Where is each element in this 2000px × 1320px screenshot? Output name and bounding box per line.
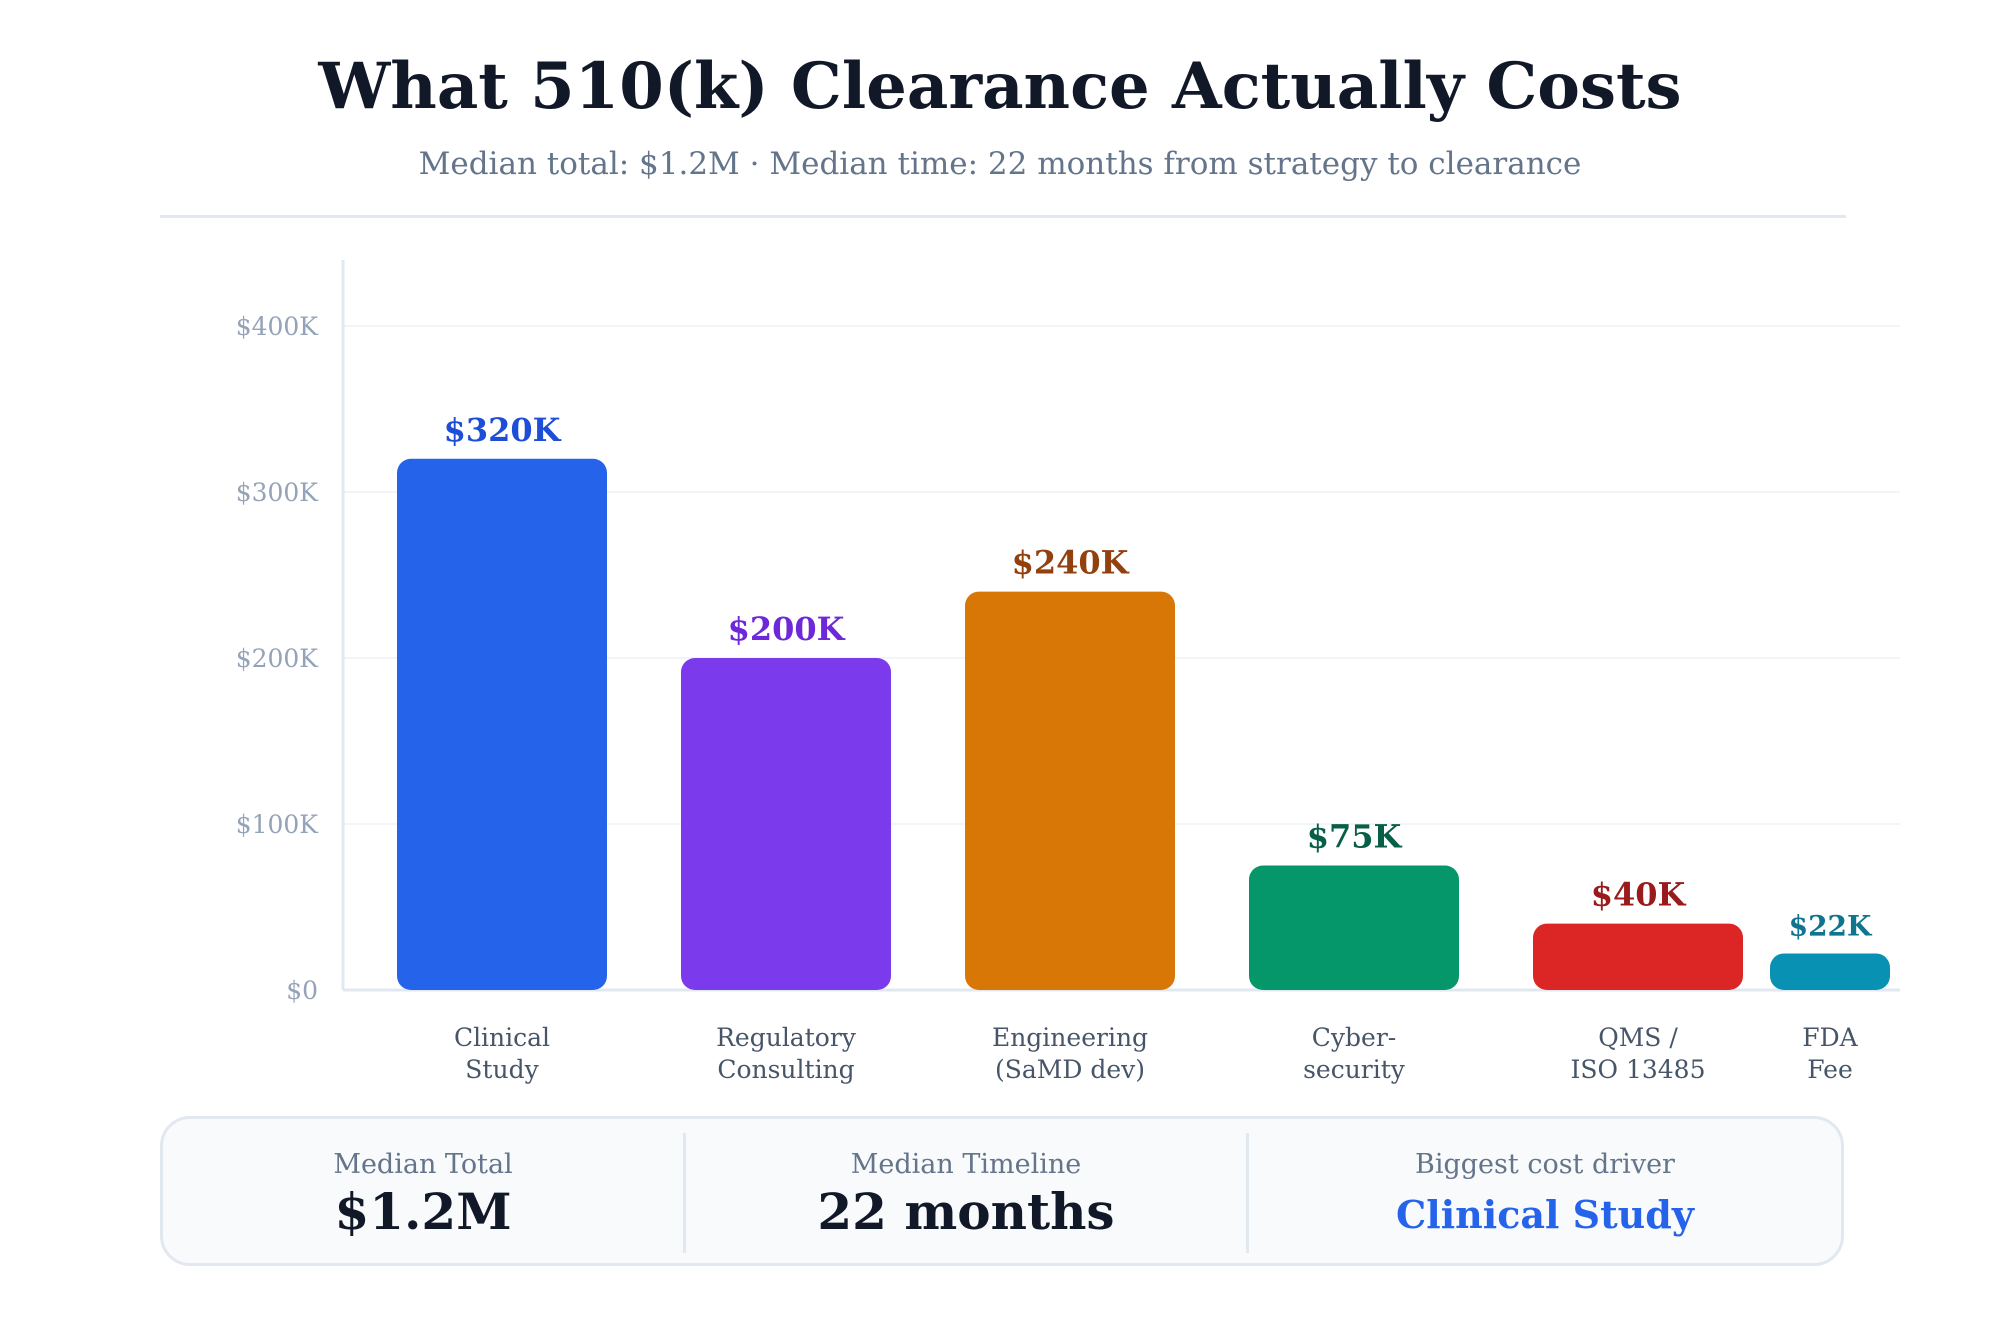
y-tick-label: $0 [286, 976, 318, 1005]
summary-divider [1246, 1133, 1249, 1253]
x-tick-label: QMS / [1598, 1023, 1678, 1052]
bar [1770, 953, 1890, 990]
y-tick-label: $300K [236, 478, 320, 507]
summary-timeline-label: Median Timeline [850, 1149, 1082, 1180]
x-tick-label: Fee [1807, 1055, 1853, 1084]
y-tick-label: $100K [236, 810, 320, 839]
chart-subtitle: Median total: $1.2M · Median time: 22 mo… [418, 146, 1582, 182]
bar-value-label: $240K [1012, 544, 1130, 582]
summary-total: Median Total $1.2M [163, 1119, 683, 1263]
y-tick-label: $400K [236, 312, 320, 341]
header-divider [160, 215, 1846, 218]
x-tick-label: Study [465, 1055, 539, 1084]
bar [965, 591, 1175, 990]
x-tick-label: (SaMD dev) [995, 1055, 1145, 1084]
bar-chart: $0 $100K $200K $300K $400K $320K Clinical Study… [236, 260, 1900, 1084]
bar-value-label: $22K [1789, 909, 1873, 942]
bar [397, 458, 607, 990]
bar [1533, 923, 1743, 990]
x-tick-label: Clinical [454, 1023, 550, 1052]
bar [681, 658, 891, 990]
summary-timeline-value: 22 months [817, 1182, 1115, 1241]
bar-value-label: $200K [728, 610, 846, 648]
summary-total-value: $1.2M [334, 1182, 512, 1241]
summary-timeline: Median Timeline 22 months [686, 1119, 1246, 1263]
x-tick-label: Engineering [992, 1023, 1148, 1052]
x-tick-label: ISO 13485 [1571, 1055, 1706, 1084]
x-tick-label: security [1303, 1055, 1406, 1084]
x-tick-label: Consulting [717, 1055, 854, 1084]
chart-title: What 510(k) Clearance Actually Costs [318, 49, 1682, 124]
bar-value-label: $40K [1591, 876, 1687, 914]
x-tick-label: FDA [1802, 1023, 1858, 1052]
summary-total-label: Median Total [333, 1149, 513, 1180]
summary-driver-value: Clinical Study [1396, 1192, 1694, 1237]
summary-driver: Biggest cost driver Clinical Study [1249, 1119, 1841, 1263]
x-tick-label: Regulatory [716, 1023, 857, 1052]
summary-panel: Median Total $1.2M Median Timeline 22 mo… [160, 1116, 1844, 1266]
bar-value-label: $320K [444, 411, 562, 449]
bar-value-label: $75K [1307, 818, 1403, 856]
y-tick-label: $200K [236, 644, 320, 673]
x-tick-label: Cyber- [1312, 1023, 1396, 1052]
summary-driver-label: Biggest cost driver [1415, 1149, 1675, 1180]
summary-divider [683, 1133, 686, 1253]
bar [1249, 865, 1459, 990]
